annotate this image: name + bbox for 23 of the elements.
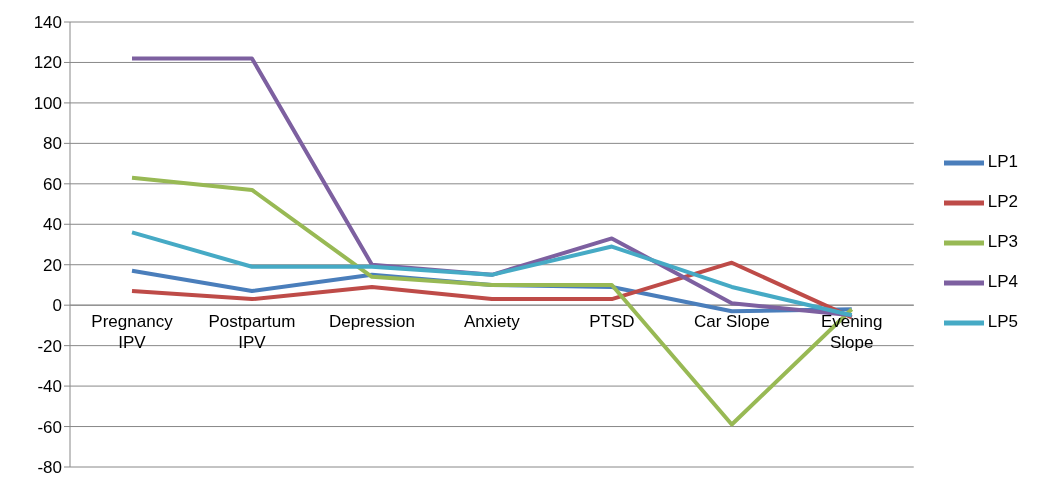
x-tick-label: Depression — [328, 312, 415, 332]
x-tick-label: Postpartum IPV — [208, 312, 296, 353]
legend-label: LP1 — [987, 152, 1018, 172]
x-tick-label: PTSD — [589, 312, 635, 332]
y-tick-label: -40 — [37, 377, 62, 397]
y-tick-label: 120 — [33, 53, 62, 73]
x-tick-label: Anxiety — [464, 312, 521, 332]
x-tick-label: Car Slope — [693, 312, 770, 332]
y-tick-label: 20 — [43, 255, 62, 275]
y-tick-label: 80 — [43, 134, 62, 154]
x-tick-label: Pregnancy IPV — [91, 312, 174, 353]
legend-label: LP2 — [987, 192, 1018, 212]
y-tick-label: 40 — [43, 215, 62, 235]
y-tick-label: -60 — [37, 417, 62, 437]
y-tick-label: 100 — [33, 93, 62, 113]
legend-label: LP4 — [987, 272, 1018, 292]
y-tick-label: -80 — [37, 458, 62, 478]
y-tick-label: -20 — [37, 336, 62, 356]
legend-label: LP5 — [987, 312, 1018, 332]
legend-label: LP3 — [987, 232, 1018, 252]
y-tick-label: 60 — [43, 174, 62, 194]
y-tick-label: 140 — [33, 13, 62, 33]
y-tick-label: 0 — [52, 296, 62, 316]
